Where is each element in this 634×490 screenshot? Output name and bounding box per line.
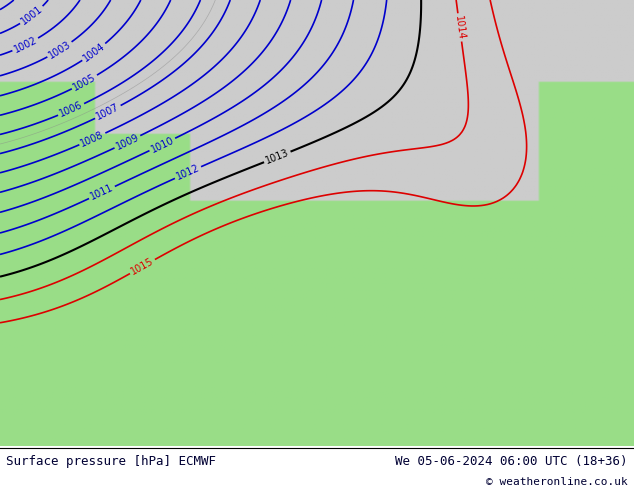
Text: Surface pressure [hPa] ECMWF: Surface pressure [hPa] ECMWF — [6, 455, 216, 468]
Text: 1005: 1005 — [72, 72, 98, 93]
Text: 1003: 1003 — [47, 39, 73, 61]
Text: 1006: 1006 — [58, 100, 84, 119]
Text: 1001: 1001 — [19, 4, 44, 27]
Text: © weatheronline.co.uk: © weatheronline.co.uk — [486, 477, 628, 487]
Text: 1002: 1002 — [12, 35, 39, 55]
Text: 1007: 1007 — [94, 102, 121, 122]
Text: 1008: 1008 — [79, 129, 106, 148]
Text: 1004: 1004 — [81, 41, 107, 64]
Text: We 05-06-2024 06:00 UTC (18+36): We 05-06-2024 06:00 UTC (18+36) — [395, 455, 628, 468]
Text: 1015: 1015 — [129, 256, 155, 277]
Text: 1011: 1011 — [89, 183, 115, 202]
Text: 1009: 1009 — [114, 132, 141, 151]
Text: 1014: 1014 — [453, 15, 466, 40]
Text: 1013: 1013 — [264, 148, 290, 166]
Text: 1012: 1012 — [175, 163, 201, 182]
Text: 1010: 1010 — [149, 135, 176, 154]
